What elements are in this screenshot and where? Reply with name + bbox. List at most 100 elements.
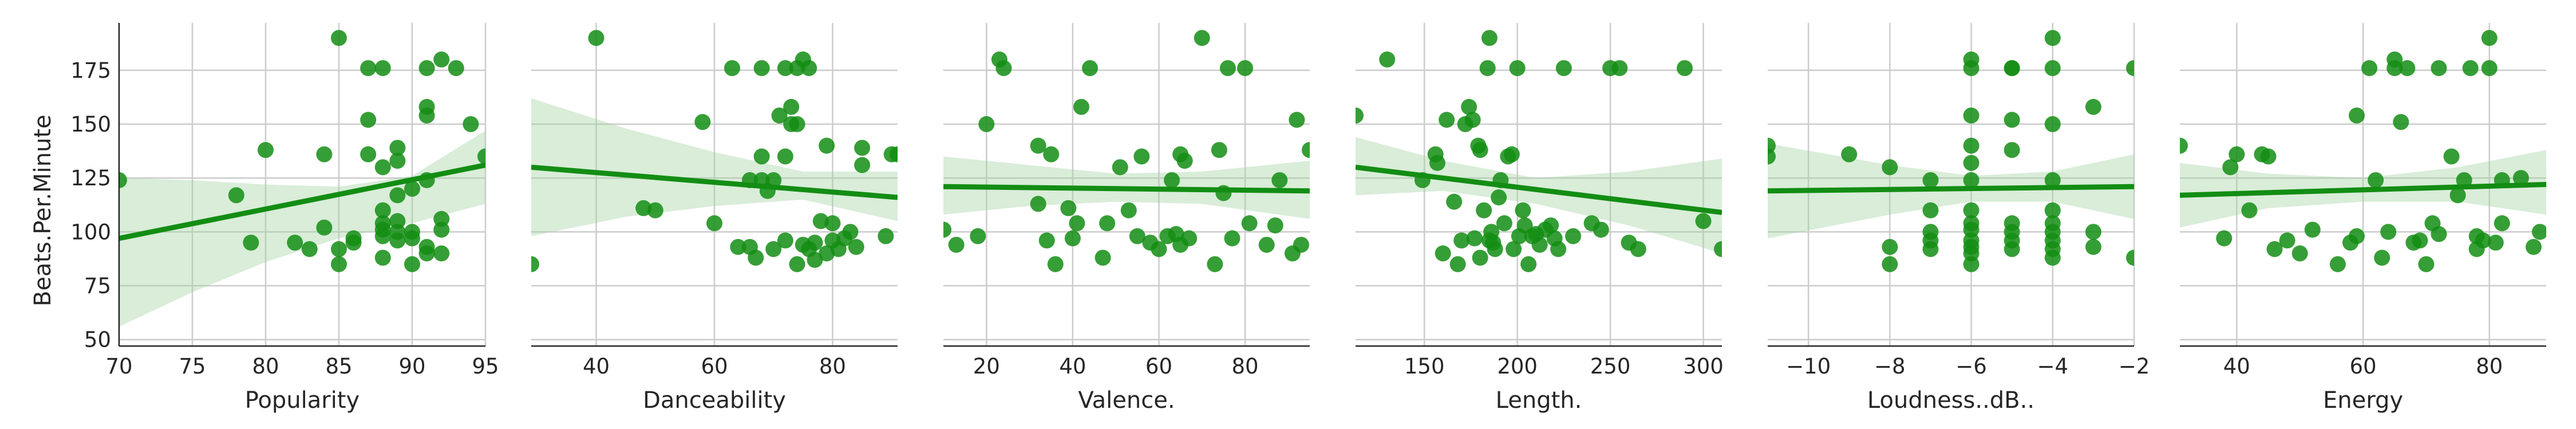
- scatter-point: [647, 202, 663, 219]
- scatter-point: [2368, 172, 2384, 188]
- scatter-point: [1963, 215, 1980, 232]
- y-tick-label: 50: [84, 328, 111, 352]
- x-tick-label: 95: [472, 354, 499, 379]
- scatter-point: [2525, 239, 2542, 255]
- scatter-point: [1841, 146, 1858, 162]
- x-tick-label: −6: [1955, 354, 1987, 379]
- scatter-point: [1073, 98, 1089, 115]
- scatter-point: [374, 249, 391, 266]
- scatter-point: [404, 224, 420, 240]
- scatter-point: [433, 51, 450, 68]
- scatter-point: [783, 98, 800, 115]
- scatter-point: [854, 140, 871, 156]
- scatter-point: [2348, 107, 2365, 124]
- scatter-point: [2229, 146, 2245, 162]
- scatter-point: [389, 187, 406, 204]
- scatter-point: [1435, 245, 1451, 262]
- scatter-point: [2085, 239, 2101, 255]
- scatter-point: [2374, 249, 2391, 266]
- scatter-point: [753, 148, 770, 165]
- scatter-point: [1695, 213, 1712, 229]
- regression-line: [2180, 182, 2546, 198]
- scatter-point: [2449, 187, 2466, 204]
- scatter-point: [331, 256, 347, 272]
- scatter-point: [2487, 235, 2504, 251]
- facet-panel-2: 40 60 80 Danceability: [531, 23, 898, 414]
- scatter-point: [1129, 228, 1145, 244]
- scatter-point: [824, 215, 841, 232]
- scatter-point: [2387, 51, 2403, 68]
- scatter-point: [1293, 236, 1309, 253]
- scatter-point: [1922, 241, 1939, 257]
- scatter-point: [943, 221, 951, 238]
- scatter-point: [374, 60, 391, 77]
- scatter-point: [771, 107, 788, 124]
- scatter-point: [389, 224, 406, 240]
- scatter-point: [316, 146, 333, 162]
- scatter-point: [2126, 249, 2134, 266]
- scatter-point: [748, 249, 764, 266]
- scatter-point: [2004, 241, 2020, 257]
- scatter-point: [2085, 224, 2101, 240]
- x-tick-label: 80: [819, 354, 846, 379]
- scatter-point: [2393, 114, 2409, 130]
- scatter-point: [2494, 215, 2510, 232]
- scatter-point: [389, 140, 406, 156]
- scatter-point: [890, 146, 898, 162]
- scatter-point: [301, 241, 318, 257]
- scatter-point: [1487, 241, 1503, 257]
- scatter-point: [2266, 241, 2283, 257]
- scatter-point: [878, 228, 894, 244]
- scatter-point: [1047, 256, 1064, 272]
- scatter-point: [404, 181, 420, 197]
- x-axis-label: Danceability: [643, 387, 786, 414]
- scatter-point: [588, 30, 605, 46]
- x-tick-label: 80: [252, 354, 279, 379]
- scatter-point: [1496, 215, 1512, 232]
- scatter-point: [1446, 193, 1463, 210]
- scatter-point: [345, 230, 362, 247]
- facet-panel-4: 150 200 250 300 Length.: [1356, 23, 1724, 414]
- scatter-point: [1509, 60, 1526, 77]
- regression-line: [1768, 184, 2134, 194]
- scatter-point: [1963, 137, 1980, 154]
- scatter-point: [1356, 107, 1364, 124]
- scatter-point: [1550, 241, 1567, 257]
- scatter-point: [2418, 256, 2435, 272]
- scatter-point: [2004, 60, 2020, 77]
- scatter-point: [2260, 148, 2277, 165]
- x-tick-label: 200: [1497, 354, 1538, 379]
- scatter-point: [978, 116, 995, 133]
- scatter-point: [819, 137, 835, 154]
- scatter-point: [1181, 230, 1198, 247]
- scatter-point: [2380, 224, 2397, 240]
- x-tick-label: 300: [1683, 354, 1724, 379]
- scatter-point: [2044, 202, 2061, 219]
- scatter-point: [970, 228, 986, 244]
- scatter-point: [2481, 60, 2498, 77]
- scatter-point: [765, 172, 782, 188]
- scatter-point: [418, 107, 435, 124]
- x-tick-label: 150: [1404, 354, 1445, 379]
- scatter-point: [433, 245, 450, 262]
- scatter-point: [1219, 60, 1236, 77]
- plot-area: [2180, 30, 2546, 272]
- scatter-point: [1464, 112, 1481, 128]
- regression-line: [531, 164, 898, 200]
- scatter-point: [1491, 189, 1507, 206]
- scatter-point: [1515, 202, 1531, 219]
- scatter-point: [1043, 146, 1060, 162]
- scatter-point: [1963, 154, 1980, 171]
- scatter-point: [1506, 241, 1522, 257]
- scatter-point: [228, 187, 244, 204]
- x-axis-label: Length.: [1496, 387, 1582, 414]
- scatter-point: [789, 116, 805, 133]
- scatter-point: [1379, 51, 1396, 68]
- x-tick-label: 60: [701, 354, 728, 379]
- scatter-point: [777, 60, 793, 77]
- scatter-point: [477, 148, 485, 165]
- scatter-point: [730, 239, 746, 255]
- scatter-point: [1060, 200, 1077, 216]
- scatter-point: [1503, 146, 1520, 162]
- scatter-point: [789, 256, 805, 272]
